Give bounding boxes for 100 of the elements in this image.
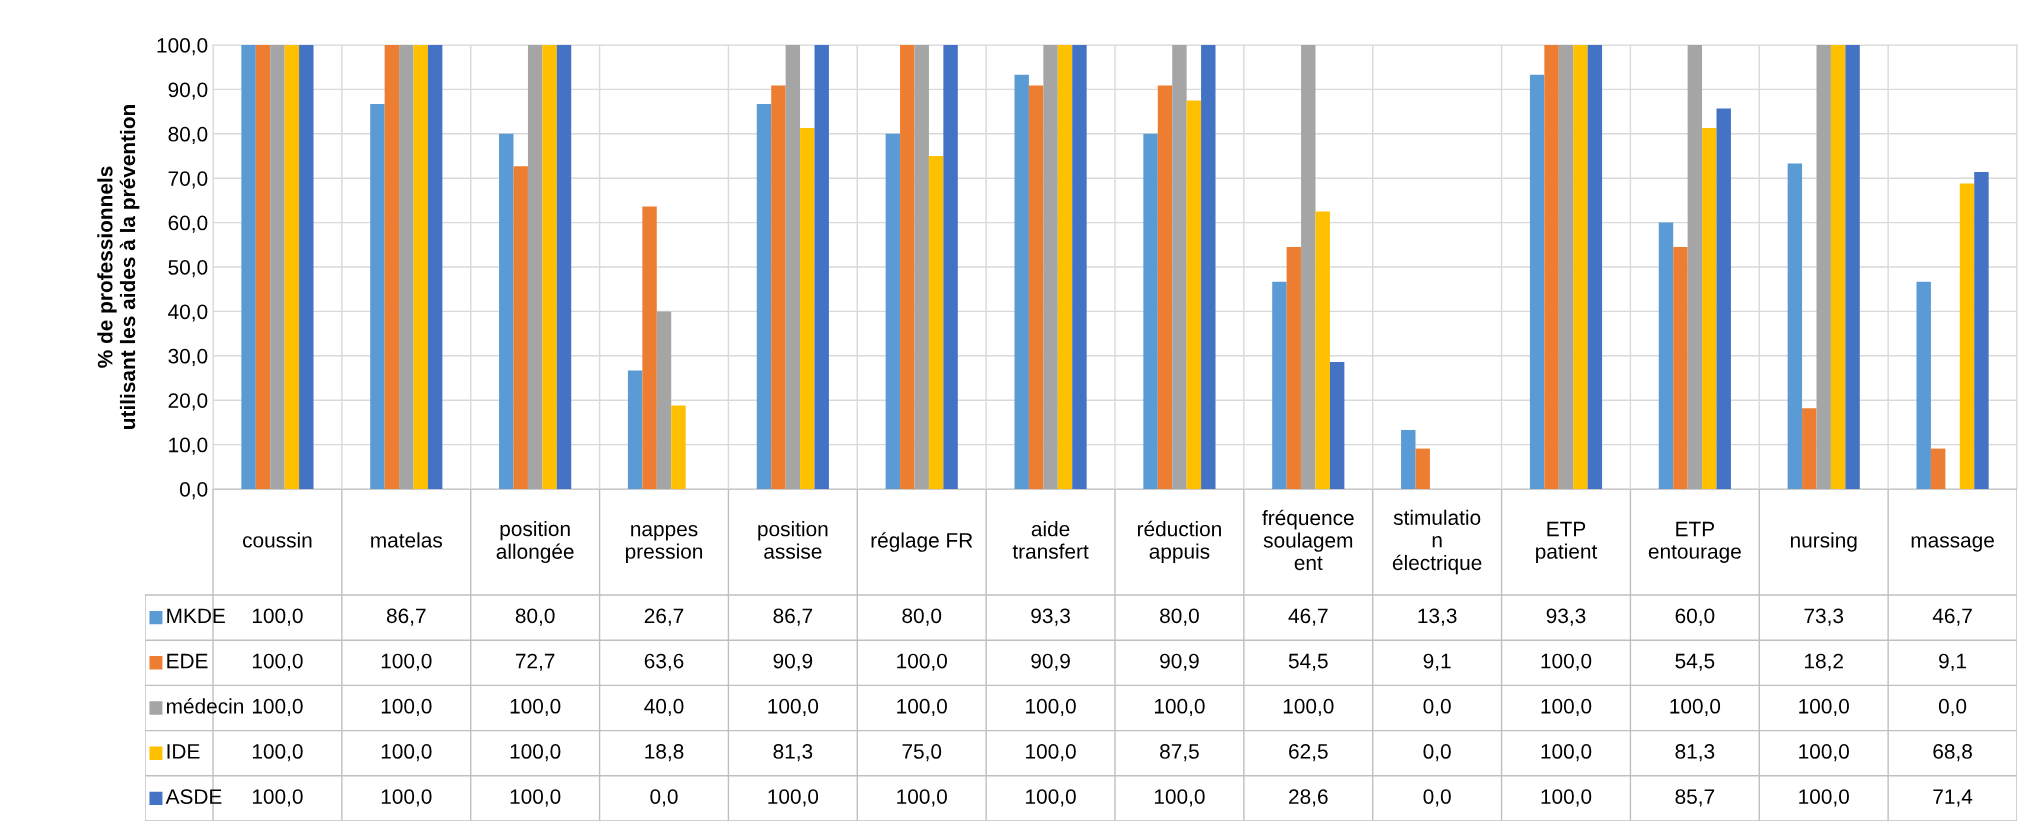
data-label: 100,0 (897, 789, 947, 807)
bar (1028, 85, 1044, 489)
bar (943, 45, 958, 489)
data-label: 100,0 (252, 744, 303, 762)
x-tick-label: coussin (243, 532, 312, 548)
bar (1172, 45, 1187, 489)
data-label: 54,5 (1288, 653, 1328, 671)
x-tick-label: fréquence soulagem ent (1262, 509, 1354, 571)
bar (671, 405, 686, 489)
data-label: 81,3 (1675, 744, 1715, 762)
data-label: 40,0 (644, 698, 684, 717)
data-label: 0,0 (1423, 744, 1451, 762)
data-label: 26,7 (644, 608, 684, 626)
bar (1802, 408, 1817, 489)
x-tick-label: nappes pression (625, 524, 703, 563)
data-label: 62,5 (1289, 744, 1328, 762)
data-label: 100,0 (381, 698, 432, 717)
data-label: 71,4 (1933, 789, 1973, 807)
bar (914, 45, 929, 489)
bar (642, 206, 657, 489)
bar (1845, 45, 1860, 489)
bar (1974, 171, 1989, 489)
data-label: 81,3 (773, 744, 813, 762)
y-axis-title: % de professionnels utilisant les aides à la prévention (97, 105, 140, 429)
x-tick-label: position allongée (496, 520, 574, 564)
bar (1816, 45, 1831, 489)
data-label: 100,0 (510, 698, 561, 717)
bar (1072, 45, 1087, 489)
data-label: 80,0 (902, 608, 942, 626)
y-tick-label: 80,0 (168, 126, 208, 145)
y-tick-label: 70,0 (168, 171, 208, 189)
data-label: 13,3 (1418, 608, 1457, 626)
bar (370, 104, 385, 489)
data-label: 100,0 (1026, 744, 1076, 762)
data-label: 100,0 (768, 698, 819, 717)
bar (1702, 128, 1717, 489)
data-label: 100,0 (1799, 744, 1849, 762)
bar (513, 166, 528, 489)
legend-label: médecin (167, 698, 244, 714)
y-tick-label: 50,0 (168, 260, 208, 278)
bar (399, 45, 414, 489)
bar (1014, 74, 1029, 489)
data-label: 100,0 (381, 789, 432, 807)
bar (1201, 45, 1216, 489)
data-label: 86,7 (386, 608, 426, 626)
data-label: 100,0 (1541, 653, 1592, 671)
bar (900, 45, 915, 489)
data-label: 0,0 (1423, 789, 1451, 807)
data-label: 100,0 (1799, 789, 1849, 807)
data-label: 93,3 (1546, 608, 1586, 626)
data-label: 100,0 (252, 789, 303, 807)
data-label: 100,0 (1154, 698, 1205, 717)
y-tick-label: 10,0 (169, 437, 208, 455)
bar (627, 370, 643, 489)
bar (1716, 108, 1731, 489)
x-tick-label: stimulatio n électrique (1392, 509, 1482, 575)
y-tick-label: 30,0 (168, 348, 208, 367)
bar (1587, 45, 1603, 489)
bar (255, 45, 271, 489)
bar (556, 45, 572, 489)
bar (800, 128, 815, 489)
bar (756, 104, 772, 489)
bar (1916, 281, 1931, 489)
bar (1673, 247, 1688, 489)
data-label: 80,0 (515, 608, 555, 626)
data-label: 9,1 (1939, 653, 1967, 671)
bar (928, 156, 944, 489)
bar (241, 45, 256, 489)
data-label: 18,8 (645, 744, 684, 762)
y-tick-label: 60,0 (168, 215, 208, 233)
data-label: 100,0 (381, 653, 432, 671)
bar (771, 85, 786, 489)
x-tick-label: ETP entourage (1648, 521, 1741, 563)
data-label: 100,0 (1283, 698, 1334, 717)
bar (1930, 448, 1946, 489)
data-label: 46,7 (1932, 608, 1972, 626)
bar (1529, 74, 1545, 489)
data-label: 86,7 (773, 608, 813, 626)
data-label: 100,0 (1154, 789, 1205, 807)
bar (1272, 281, 1287, 489)
bar (270, 45, 285, 489)
data-label: 68,8 (1933, 744, 1972, 762)
x-tick-label: massage (1911, 536, 1994, 552)
legend-label: EDE (167, 653, 208, 669)
data-label: 0,0 (1423, 698, 1451, 717)
x-tick-label: aide transfert (1012, 521, 1089, 559)
bar (1658, 222, 1674, 489)
y-tick-label: 40,0 (168, 304, 208, 322)
data-label: 60,0 (1675, 608, 1715, 626)
data-label: 100,0 (1026, 698, 1076, 717)
bar (1043, 45, 1058, 489)
bar (1573, 45, 1588, 489)
bar (785, 45, 801, 489)
legend-label: MKDE (167, 608, 225, 623)
data-label: 93,3 (1031, 608, 1070, 626)
data-label: 85,7 (1675, 789, 1715, 807)
data-label: 100,0 (1541, 744, 1592, 762)
data-label: 100,0 (1541, 698, 1592, 717)
data-label: 100,0 (1541, 789, 1592, 807)
data-label: 80,0 (1160, 608, 1199, 626)
